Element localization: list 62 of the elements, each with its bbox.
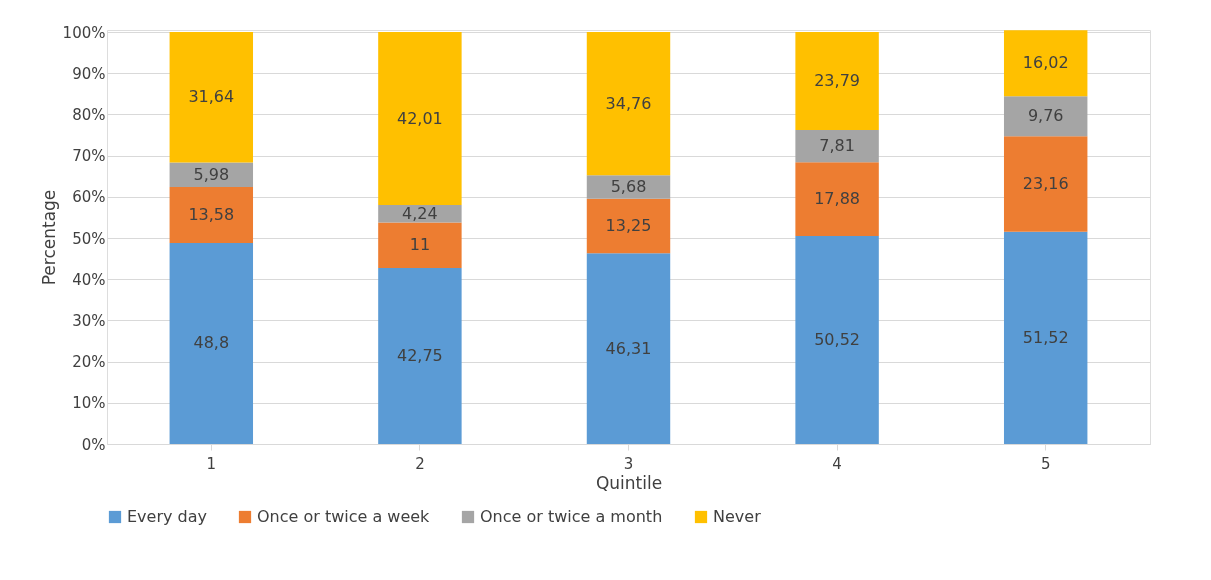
data-label: 5,68 <box>610 176 647 196</box>
y-tick-label: 100% <box>62 23 106 42</box>
x-tick-label: 3 <box>623 454 634 473</box>
y-tick-label: 0% <box>81 435 106 454</box>
data-label: 46,31 <box>605 338 652 358</box>
y-tick-label: 20% <box>72 353 106 372</box>
bar <box>378 222 462 268</box>
x-axis-title: Quintile <box>595 472 663 493</box>
data-label: 23,16 <box>1022 174 1069 194</box>
legend-label: Once or twice a week <box>257 507 431 526</box>
bar <box>378 267 462 444</box>
legend-label: Never <box>713 507 762 526</box>
x-tick-label: 4 <box>832 454 842 473</box>
data-label: 16,02 <box>1022 53 1069 73</box>
y-tick-label: 30% <box>72 311 106 330</box>
data-label: 23,79 <box>814 71 861 91</box>
data-label: 11 <box>409 235 431 255</box>
bar <box>169 32 254 163</box>
y-tick-label: 70% <box>72 147 106 166</box>
bar <box>795 235 879 444</box>
legend-label: Every day <box>127 507 207 526</box>
data-label: 51,52 <box>1022 327 1069 347</box>
legend-label: Once or twice a month <box>480 507 663 526</box>
bar <box>795 162 879 236</box>
bar <box>1003 30 1088 97</box>
data-label: 48,8 <box>193 333 230 353</box>
bar <box>795 32 879 131</box>
data-label: 5,98 <box>193 164 230 184</box>
data-label: 31,64 <box>188 87 235 107</box>
y-tick-label: 50% <box>72 229 106 248</box>
bar <box>1003 136 1088 232</box>
data-label: 42,75 <box>396 345 443 365</box>
data-label: 42,01 <box>396 108 443 128</box>
bar <box>1003 96 1088 137</box>
y-tick-label: 40% <box>72 270 106 289</box>
data-label: 7,81 <box>819 136 855 156</box>
bar <box>378 32 462 206</box>
bar <box>586 32 671 176</box>
bar <box>586 253 671 444</box>
x-tick-label: 5 <box>1040 454 1051 473</box>
bar <box>586 198 671 254</box>
x-tick-label: 1 <box>206 454 217 473</box>
data-label: 9,76 <box>1027 106 1064 126</box>
y-tick-label: 60% <box>72 188 106 207</box>
y-tick-label: 10% <box>72 394 106 413</box>
y-tick-label: 90% <box>72 64 106 83</box>
data-label: 17,88 <box>814 189 861 209</box>
x-tick-label: 2 <box>415 454 425 473</box>
bar <box>169 162 254 188</box>
data-label: 4,24 <box>402 203 438 223</box>
bar <box>169 242 254 444</box>
data-label: 13,58 <box>188 205 235 224</box>
bar <box>586 175 671 199</box>
bar <box>795 130 879 163</box>
y-axis-title: Percentage <box>38 189 59 286</box>
bar <box>1003 231 1088 444</box>
data-label: 34,76 <box>605 93 652 113</box>
data-label: 50,52 <box>814 329 861 349</box>
bar <box>169 187 254 243</box>
bar <box>378 205 462 223</box>
y-tick-label: 80% <box>72 105 106 124</box>
data-label: 13,25 <box>605 215 652 235</box>
